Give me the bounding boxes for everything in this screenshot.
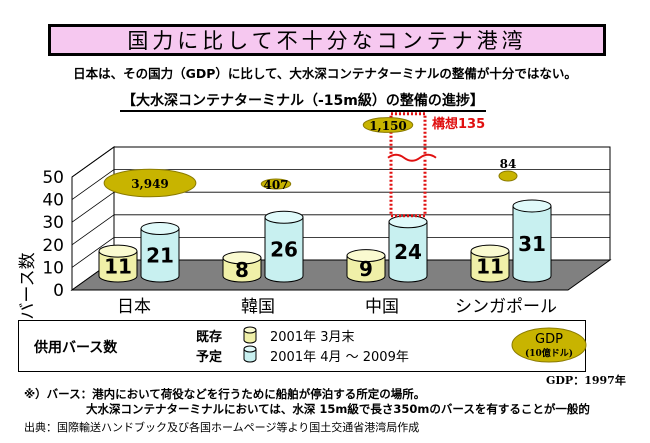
bar-existing-3-body: [470, 250, 510, 283]
gdp-ellipses: 3,949 407 1,150 84: [103, 117, 518, 198]
x-category-label: 日本: [117, 297, 151, 317]
y-tick-label: 40: [42, 191, 64, 211]
gdp-ellipse-2: [362, 117, 414, 133]
legend-gdp-label: GDP: [535, 332, 563, 347]
legend-existing-text: 2001年 3月末: [270, 330, 355, 345]
gridline-side: [71, 237, 115, 268]
chart-bars: 11 21 8 26 9 24 構想135 11 31: [98, 112, 552, 283]
bar-planned-3: 31: [512, 199, 552, 283]
x-axis-categories: 日本 韓国 中国 シンガポール: [117, 297, 557, 317]
bar-existing-0-value-label: 11: [104, 255, 132, 279]
bar-planned-2-body: [388, 221, 428, 283]
bar-planned-2-value-label: 24: [394, 240, 422, 264]
bar-existing-2: 9: [346, 249, 386, 283]
bar-existing-3-top: [470, 244, 510, 258]
bar-planned-2: 24: [388, 215, 428, 283]
gridline-side: [71, 169, 115, 200]
chart-subtitle: 【大水深コンテナターミナル（-15m級）の整備の進捗】: [120, 90, 486, 112]
gdp-ellipse-0: [103, 168, 197, 198]
source-note: 出典：国際輸送ハンドブック及び各国ホームページ等より国土交通省港湾局作成: [24, 421, 420, 434]
page-title: 国力に比して不十分なコンテナ港湾: [48, 24, 606, 56]
bar-planned-1-value-label: 26: [270, 238, 298, 262]
legend-planned-label: 予定: [196, 350, 223, 365]
gdp-value-label: 1,150: [369, 119, 407, 133]
y-tick-label: 30: [42, 213, 64, 233]
bar-planned-1-body: [264, 216, 304, 283]
gdp-value-label: 407: [263, 178, 288, 192]
bar-existing-1-body: [222, 257, 262, 283]
bar-existing-3: 11: [470, 244, 510, 283]
y-tick-label: 10: [42, 258, 64, 278]
bar-plan-extension: [389, 112, 427, 218]
gridline-side: [71, 191, 115, 223]
plan-annotation: 構想135: [432, 116, 485, 132]
legend-title: 供用バース数: [34, 340, 118, 356]
bar-planned-0-value-label: 21: [146, 243, 174, 267]
gdp-ellipse-1: [260, 178, 292, 190]
footnote-berth: ※）バース：港内において荷役などを行うために船舶が停泊する所定の場所。: [24, 387, 426, 401]
bar-existing-2-value-label: 9: [359, 257, 373, 281]
gridline-side: [71, 214, 115, 246]
gridline-side: [71, 146, 115, 178]
bar-existing-0-top: [98, 244, 138, 258]
gdp-year-note: GDP：1997年: [546, 374, 626, 387]
legend-existing-label: 既存: [196, 330, 223, 345]
bar-existing-0: 11: [98, 244, 138, 283]
bar-planned-0: 21: [140, 222, 180, 283]
y-tick-label: 0: [53, 281, 64, 301]
legend-planned-text: 2001年 4月 ～ 2009年: [270, 350, 409, 365]
bar-existing-0-body: [98, 250, 138, 283]
gdp-value-label: 84: [500, 157, 517, 171]
gdp-value-label: 3,949: [131, 177, 169, 191]
bar-planned-3-body: [512, 205, 552, 283]
bar-planned-3-value-label: 31: [518, 232, 546, 256]
bar-planned-0-body: [140, 228, 180, 283]
x-category-label: 韓国: [241, 297, 275, 317]
legend-gdp-unit: (10億ドル): [525, 347, 573, 359]
bar-planned-0-top: [140, 222, 180, 236]
legend-box: [18, 320, 586, 372]
x-category-label: シンガポール: [455, 297, 557, 317]
legend-existing-cylinder-icon: [243, 326, 257, 344]
page-title-text: 国力に比して不十分なコンテナ港湾: [127, 29, 527, 53]
summary-text: 日本は、その国力（GDP）に比して、大水深コンテナターミナルの整備が十分ではない…: [73, 66, 577, 81]
bar-existing-2-top: [346, 249, 386, 263]
gdp-ellipse-3: [498, 170, 518, 182]
y-axis-label: バース数: [18, 252, 38, 319]
bar-planned-3-top: [512, 199, 552, 213]
footnote-terminal: 大水深コンテナターミナルにおいては、水深 15m級で長さ350mのバースを有する…: [86, 402, 590, 416]
bar-existing-2-body: [346, 255, 386, 283]
legend-planned-cylinder-icon: [243, 345, 257, 363]
bar-existing-1-value-label: 8: [235, 258, 249, 282]
bar-existing-1: 8: [222, 251, 262, 283]
bar-planned-1: 26: [264, 210, 304, 283]
bar-planned-2-top: [388, 215, 428, 229]
x-category-label: 中国: [365, 297, 399, 317]
legend-gdp-badge: GDP (10億ドル): [511, 327, 587, 363]
bar-planned-1-top: [264, 210, 304, 224]
y-tick-label: 20: [42, 236, 64, 256]
y-tick-label: 50: [42, 168, 64, 188]
bar-existing-1-top: [222, 251, 262, 265]
bar-existing-3-value-label: 11: [476, 255, 504, 279]
